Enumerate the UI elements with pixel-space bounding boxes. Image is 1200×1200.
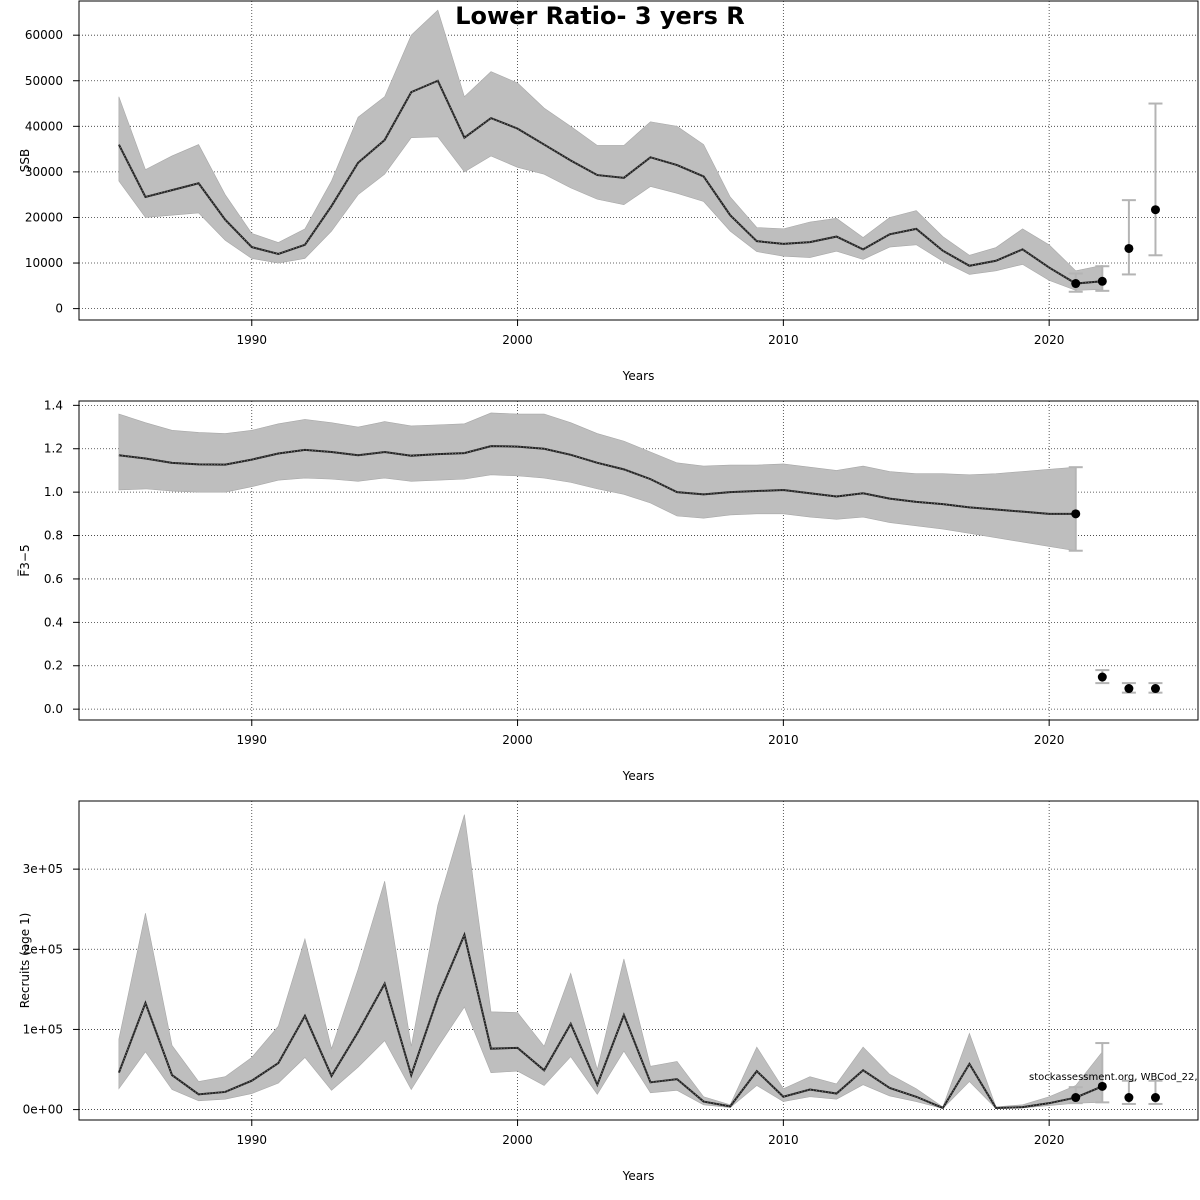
plot-frame — [78, 0, 1199, 321]
x-tick-label: 1990 — [236, 333, 267, 347]
panel-fbar: 1990 2000 2010 2020 0.0 0.2 0.4 0.6 0.8 1.0 1.2 1.4… — [17, 398, 1199, 783]
x-axis-label: Years — [622, 1169, 655, 1183]
x-tick-label: 2020 — [1034, 333, 1065, 347]
y-tick-label: 60000 — [25, 28, 63, 42]
y-tick-label: 1.0 — [44, 485, 63, 499]
x-tick-label: 2010 — [768, 733, 799, 747]
confidence-band — [118, 814, 1103, 1109]
plot-frame — [78, 400, 1199, 721]
plot-frame — [78, 800, 1199, 1121]
y-tick-label: 0 — [55, 302, 63, 316]
x-tick-label: 2000 — [502, 333, 533, 347]
x-tick-label: 2020 — [1034, 733, 1065, 747]
y-tick-label: 1e+05 — [23, 1022, 63, 1036]
figure-title: Lower Ratio- 3 yers R — [455, 2, 745, 30]
y-tick-label: 50000 — [25, 74, 63, 88]
panel-ssb: 1990 2000 2010 2020 0 10000 20000 30000 40000 500… — [18, 0, 1199, 383]
x-tick-label: 1990 — [236, 733, 267, 747]
estimate-line-dots — [118, 80, 1103, 285]
y-axis-label: Recruits (age 1) — [18, 913, 32, 1009]
projection-point — [1071, 509, 1081, 519]
y-tick-label: 40000 — [25, 119, 63, 133]
projection-point — [1071, 1093, 1081, 1103]
y-tick-label: 10000 — [25, 256, 63, 270]
y-axis-label: F̅3−5 — [17, 544, 32, 576]
projection-point — [1124, 1093, 1134, 1103]
projection-point — [1124, 684, 1134, 694]
y-tick-label: 0.0 — [44, 702, 63, 716]
x-tick-label: 1990 — [236, 1133, 267, 1147]
y-tick-label: 1.2 — [44, 442, 63, 456]
projection-point — [1150, 205, 1160, 215]
confidence-band — [118, 412, 1077, 552]
projection-point — [1097, 276, 1107, 286]
y-tick-label: 30000 — [25, 165, 63, 179]
x-tick-label: 2000 — [502, 733, 533, 747]
watermark-text: stockassessment.org, WBCod_22, r — [1029, 1072, 1200, 1083]
projection-point — [1097, 672, 1107, 682]
y-tick-label: 0.2 — [44, 659, 63, 673]
estimate-line — [117, 931, 1103, 1110]
x-axis-label: Years — [622, 769, 655, 783]
y-axis-label: SSB — [18, 149, 32, 172]
x-tick-label: 2020 — [1034, 1133, 1065, 1147]
projection-point — [1124, 243, 1134, 253]
y-tick-label: 1.4 — [44, 398, 63, 412]
x-tick-label: 2010 — [768, 333, 799, 347]
y-tick-label: 3e+05 — [23, 862, 63, 876]
confidence-band — [118, 9, 1103, 291]
y-tick-label: 2e+05 — [23, 942, 63, 956]
estimate-line-dots — [118, 445, 1076, 515]
projection-point — [1150, 1093, 1160, 1103]
projection-point — [1097, 1081, 1107, 1091]
y-tick-label: 0e+00 — [23, 1103, 63, 1117]
y-tick-label: 0.8 — [44, 529, 63, 543]
x-tick-label: 2000 — [502, 1133, 533, 1147]
panel-recruits: 1990 2000 2010 2020 0e+00 1e+05 2e+05 3e+05 Year… — [18, 800, 1199, 1183]
y-tick-label: 0.6 — [44, 572, 63, 586]
y-tick-label: 20000 — [25, 210, 63, 224]
projection-point — [1150, 684, 1160, 694]
projection-point — [1071, 279, 1081, 289]
x-axis-label: Years — [622, 369, 655, 383]
y-tick-label: 0.4 — [44, 615, 63, 629]
x-tick-label: 2010 — [768, 1133, 799, 1147]
